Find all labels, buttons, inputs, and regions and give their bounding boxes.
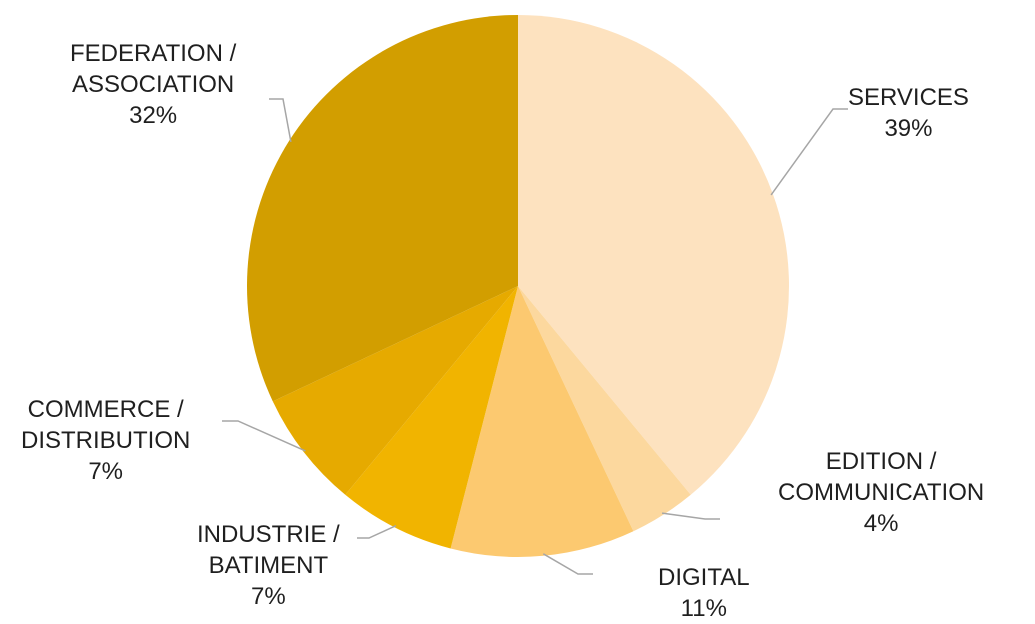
leader-line-digital [542, 553, 593, 575]
leader-line-federation-association [269, 98, 292, 143]
slice-name-line: DISTRIBUTION [21, 427, 191, 454]
slice-percent: 32% [129, 102, 178, 129]
slice-label-industrie-batiment: INDUSTRIE / BATIMENT 7% [197, 519, 340, 612]
slice-name-line: INDUSTRIE / [197, 521, 340, 548]
leader-line-industrie-batiment [357, 525, 397, 539]
slice-percent: 7% [88, 458, 124, 485]
leader-line-commerce-distribution [222, 420, 306, 452]
slice-label-federation-association: FEDERATION / ASSOCIATION 32% [70, 38, 236, 131]
leader-line-services [770, 108, 848, 196]
slice-percent: 39% [884, 115, 933, 142]
slice-name-line: FEDERATION / [70, 40, 237, 67]
slice-name-line: DIGITAL [658, 564, 750, 591]
pie-slice-federation-association [246, 15, 519, 402]
slice-percent: 7% [251, 583, 286, 610]
slice-label-digital: DIGITAL 11% [658, 562, 750, 624]
slice-name-line: BATIMENT [208, 552, 329, 579]
slice-label-commerce-distribution: COMMERCE / DISTRIBUTION 7% [21, 394, 190, 487]
pie-slice-digital [450, 286, 634, 558]
slice-name-line: SERVICES [848, 84, 969, 111]
pie-slice-edition-communication [518, 286, 691, 532]
pie-slice-industrie-batiment [345, 286, 518, 549]
pie-slice-services [518, 15, 789, 495]
leader-line-edition-communication [661, 512, 720, 520]
slice-name-line: EDITION / [825, 448, 937, 475]
slice-percent: 4% [863, 510, 899, 537]
slice-name-line: COMMUNICATION [778, 479, 985, 506]
slice-name-line: COMMERCE / [27, 396, 184, 423]
slice-name-line: ASSOCIATION [71, 71, 235, 98]
slice-label-edition-communication: EDITION / COMMUNICATION 4% [778, 446, 984, 539]
slice-percent: 11% [680, 595, 727, 622]
slice-label-services: SERVICES 39% [848, 82, 969, 144]
pie-slice-commerce-distribution [272, 286, 518, 495]
